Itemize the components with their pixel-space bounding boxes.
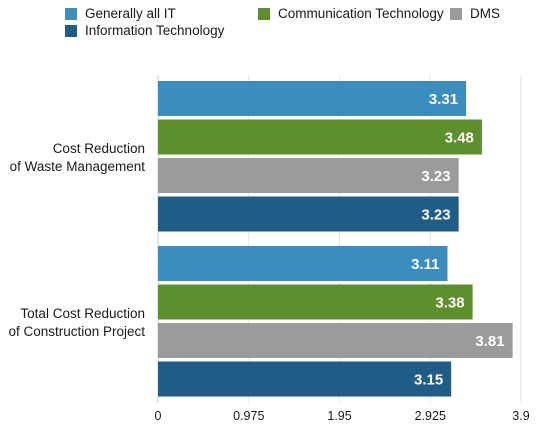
category-label: of Construction Project xyxy=(8,324,145,339)
legend-item-generally-all-it: Generally all IT xyxy=(65,6,176,21)
legend-label: Communication Technology xyxy=(278,6,444,21)
bars: 3.31 3.48 3.23 3.23 3.11 3.38 3.81 3.15 xyxy=(158,81,513,397)
bar-value-label: 3.15 xyxy=(414,372,443,389)
bar-value-label: 3.23 xyxy=(421,207,450,224)
category-label: Total Cost Reduction xyxy=(20,306,145,321)
category-label: of Waste Management xyxy=(10,159,146,174)
x-tick-label: 1.95 xyxy=(327,409,351,423)
bar-1-1 xyxy=(158,284,473,320)
category-labels: Cost Reduction of Waste Management Total C… xyxy=(8,141,145,339)
bar-value-label: 3.81 xyxy=(475,333,504,350)
bar-0-3 xyxy=(158,196,459,232)
x-axis-ticks: 0 0.975 1.95 2.925 3.9 xyxy=(155,409,530,423)
x-tick-label: 0 xyxy=(155,409,162,423)
legend-swatch xyxy=(450,7,462,20)
bar-1-3 xyxy=(158,361,452,397)
x-tick-label: 2.925 xyxy=(415,409,446,423)
x-tick-label: 3.9 xyxy=(512,409,529,423)
bar-0-0 xyxy=(158,81,467,116)
legend-label: Generally all IT xyxy=(85,6,176,21)
bar-1-0 xyxy=(158,246,448,281)
legend-label: Information Technology xyxy=(85,23,225,38)
legend-swatch xyxy=(65,7,77,20)
bar-0-1 xyxy=(158,119,482,155)
legend-item-information-technology: Information Technology xyxy=(65,23,224,38)
legend-item-communication-technology: Communication Technology xyxy=(258,6,444,21)
legend-swatch xyxy=(258,7,270,20)
bar-0-2 xyxy=(158,158,459,193)
bar-1-2 xyxy=(158,323,513,358)
x-tick-label: 0.975 xyxy=(233,409,264,423)
category-label: Cost Reduction xyxy=(53,141,145,156)
bar-value-label: 3.23 xyxy=(421,168,450,185)
bar-value-label: 3.31 xyxy=(429,91,458,108)
legend-swatch xyxy=(65,24,77,37)
bar-value-label: 3.11 xyxy=(411,256,439,273)
legend-label: DMS xyxy=(470,6,500,21)
bar-value-label: 3.38 xyxy=(435,295,464,312)
legend-item-dms: DMS xyxy=(450,6,500,21)
bar-value-label: 3.48 xyxy=(445,130,474,147)
